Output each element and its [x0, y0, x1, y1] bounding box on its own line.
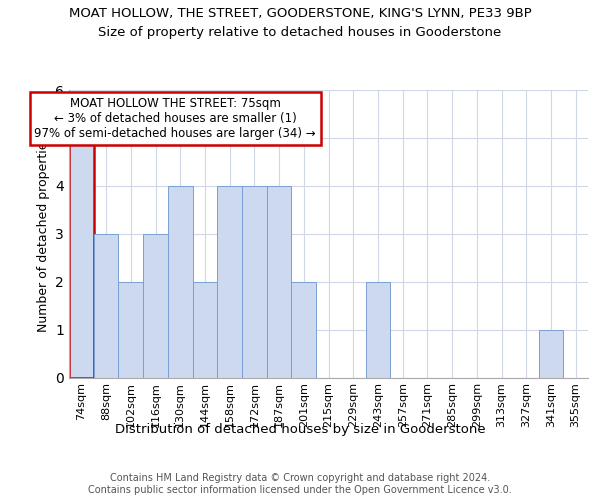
- Y-axis label: Number of detached properties: Number of detached properties: [37, 135, 50, 332]
- Bar: [168, 186, 193, 378]
- Bar: [267, 186, 292, 378]
- Bar: [292, 282, 316, 378]
- Text: Distribution of detached houses by size in Gooderstone: Distribution of detached houses by size …: [115, 422, 485, 436]
- Text: Size of property relative to detached houses in Gooderstone: Size of property relative to detached ho…: [98, 26, 502, 39]
- Text: Contains HM Land Registry data © Crown copyright and database right 2024.
Contai: Contains HM Land Registry data © Crown c…: [88, 474, 512, 495]
- Bar: [242, 186, 267, 378]
- Bar: [193, 282, 217, 378]
- Bar: [539, 330, 563, 378]
- Bar: [217, 186, 242, 378]
- Bar: [118, 282, 143, 378]
- Text: MOAT HOLLOW, THE STREET, GOODERSTONE, KING'S LYNN, PE33 9BP: MOAT HOLLOW, THE STREET, GOODERSTONE, KI…: [68, 8, 532, 20]
- Bar: [143, 234, 168, 378]
- Bar: [69, 138, 94, 378]
- Bar: [365, 282, 390, 378]
- Bar: [94, 234, 118, 378]
- Text: MOAT HOLLOW THE STREET: 75sqm
← 3% of detached houses are smaller (1)
97% of sem: MOAT HOLLOW THE STREET: 75sqm ← 3% of de…: [34, 97, 316, 140]
